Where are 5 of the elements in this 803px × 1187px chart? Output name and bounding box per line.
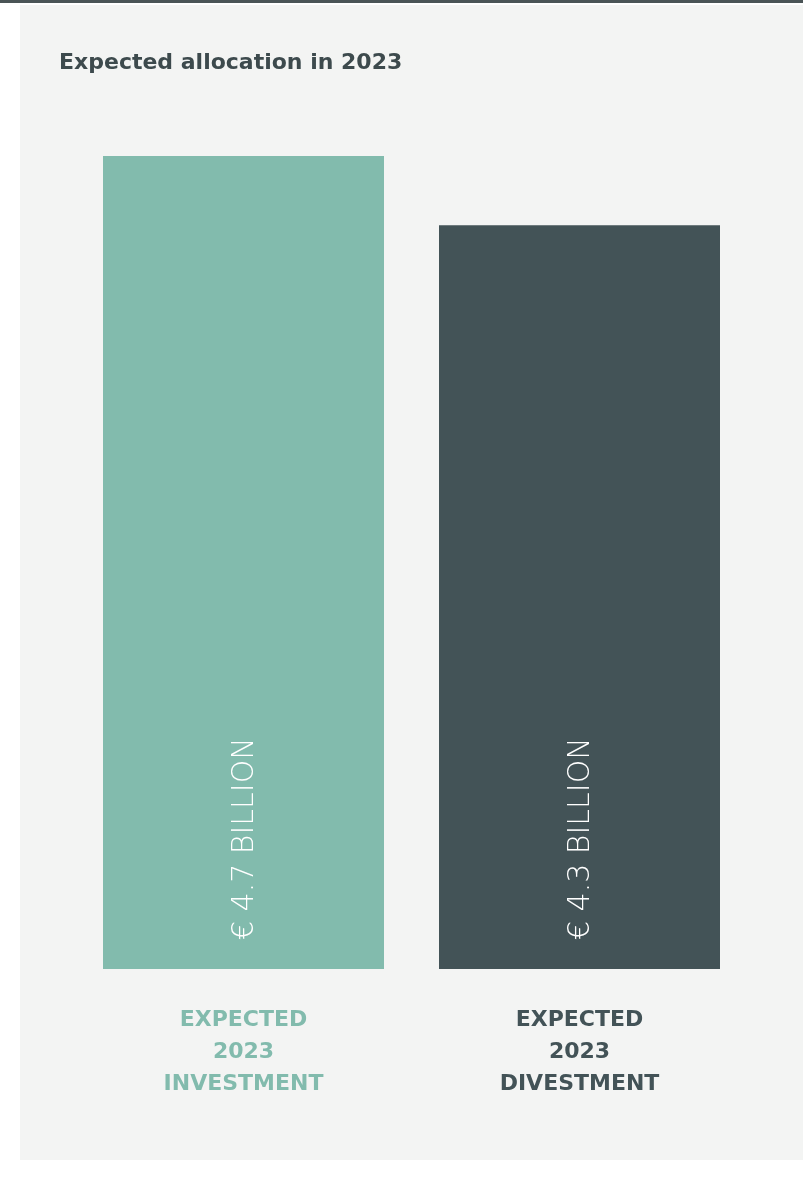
data-label: € 4.3 BILLION: [560, 737, 596, 940]
data-label: € 4.7 BILLION: [224, 737, 260, 940]
chart-title: Expected allocation in 2023: [59, 49, 403, 74]
x-tick-label: EXPECTED 2023 DIVESTMENT: [499, 1005, 660, 1095]
x-tick-label: EXPECTED 2023 INVESTMENT: [163, 1005, 324, 1095]
